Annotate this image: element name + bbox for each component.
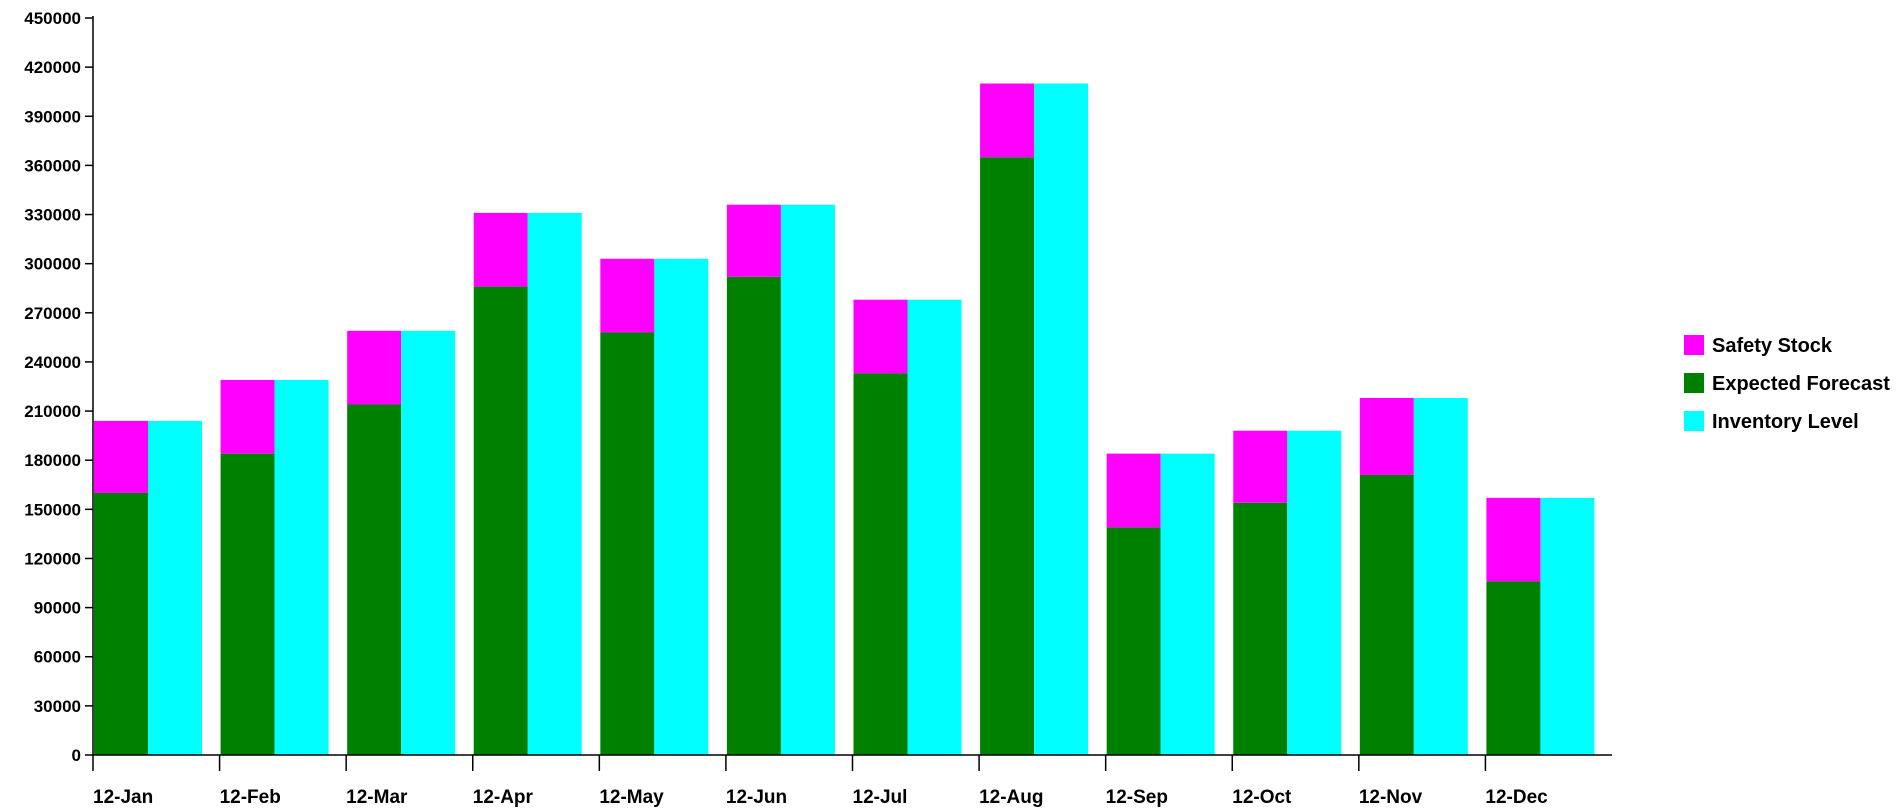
bar-expected-forecast-12-aug	[980, 157, 1035, 755]
y-tick-label: 360000	[24, 156, 81, 175]
bars-layer	[94, 83, 1595, 755]
legend-label-expected-forecast: Expected Forecast	[1712, 373, 1890, 395]
y-tick-label: 210000	[24, 402, 81, 421]
bar-inventory-level-12-aug	[1034, 83, 1089, 755]
axes-layer: 0 30000 60000 90000 120000 150000 180000 210000…	[24, 9, 1612, 808]
bar-expected-forecast-12-feb	[220, 453, 275, 755]
bar-inventory-level-12-nov	[1413, 397, 1468, 755]
legend-swatch-inventory-level	[1684, 411, 1704, 431]
bar-safety-stock-12-jul	[853, 299, 908, 374]
bar-safety-stock-12-jun	[726, 204, 781, 277]
bar-inventory-level-12-jun	[780, 204, 835, 755]
bar-expected-forecast-12-dec	[1486, 581, 1541, 755]
x-tick-label: 12-Aug	[979, 787, 1043, 808]
bar-expected-forecast-12-mar	[347, 404, 402, 755]
bar-safety-stock-12-apr	[473, 212, 528, 287]
x-tick-label: 12-Jul	[853, 787, 908, 808]
x-tick-label: 12-Jan	[93, 787, 153, 808]
bar-expected-forecast-12-jul	[853, 373, 908, 755]
bar-safety-stock-12-nov	[1359, 397, 1414, 475]
bar-expected-forecast-12-jan	[94, 492, 148, 755]
bar-inventory-level-12-dec	[1540, 497, 1595, 755]
bar-expected-forecast-12-jun	[726, 276, 781, 755]
y-tick-label: 30000	[34, 697, 81, 716]
x-tick-label: 12-May	[599, 787, 664, 808]
bar-inventory-level-12-mar	[401, 330, 456, 755]
bar-inventory-level-12-jul	[907, 299, 962, 755]
bar-expected-forecast-12-oct	[1233, 502, 1288, 755]
legend: Safety Stock Expected Forecast Inventory L…	[1684, 335, 1890, 433]
legend-swatch-expected-forecast	[1684, 373, 1704, 393]
y-tick-label: 390000	[24, 107, 81, 126]
x-tick-label: 12-Feb	[220, 787, 281, 808]
x-tick-label: 12-Sep	[1106, 787, 1168, 808]
x-tick-label: 12-Oct	[1232, 787, 1292, 808]
y-tick-label: 90000	[34, 599, 81, 618]
bar-inventory-level-12-sep	[1160, 453, 1215, 755]
x-tick-label: 12-Mar	[346, 787, 408, 808]
x-tick-label: 12-Nov	[1359, 787, 1423, 808]
bar-expected-forecast-12-apr	[473, 286, 528, 755]
bar-safety-stock-12-dec	[1486, 497, 1541, 582]
bar-safety-stock-12-may	[600, 258, 655, 333]
bar-safety-stock-12-aug	[980, 83, 1035, 158]
x-tick-label: 12-Jun	[726, 787, 787, 808]
legend-label-inventory-level: Inventory Level	[1712, 411, 1859, 433]
bar-safety-stock-12-sep	[1106, 453, 1161, 528]
y-tick-label: 270000	[24, 304, 81, 323]
bar-inventory-level-12-jan	[148, 420, 202, 755]
legend-swatch-safety-stock	[1684, 335, 1704, 355]
y-tick-label: 0	[72, 746, 81, 765]
x-tick-label: 12-Dec	[1485, 787, 1548, 808]
bar-safety-stock-12-jan	[94, 420, 148, 493]
legend-label-safety-stock: Safety Stock	[1712, 335, 1833, 357]
bar-inventory-level-12-may	[654, 258, 709, 755]
y-tick-label: 150000	[24, 500, 81, 519]
y-tick-label: 450000	[24, 9, 81, 28]
y-tick-label: 300000	[24, 255, 81, 274]
bar-safety-stock-12-feb	[220, 379, 275, 454]
bar-safety-stock-12-mar	[347, 330, 402, 405]
y-tick-label: 60000	[34, 648, 81, 667]
bar-safety-stock-12-oct	[1233, 430, 1288, 503]
bar-inventory-level-12-oct	[1287, 430, 1342, 755]
bar-expected-forecast-12-nov	[1359, 474, 1414, 755]
bar-expected-forecast-12-may	[600, 332, 655, 755]
x-tick-label: 12-Apr	[473, 787, 534, 808]
bar-inventory-level-12-feb	[274, 379, 329, 755]
bar-expected-forecast-12-sep	[1106, 527, 1161, 755]
y-tick-label: 240000	[24, 353, 81, 372]
y-tick-label: 420000	[24, 58, 81, 77]
y-tick-label: 120000	[24, 549, 81, 568]
y-tick-label: 330000	[24, 206, 81, 225]
bar-inventory-level-12-apr	[527, 212, 582, 755]
y-tick-label: 180000	[24, 451, 81, 470]
